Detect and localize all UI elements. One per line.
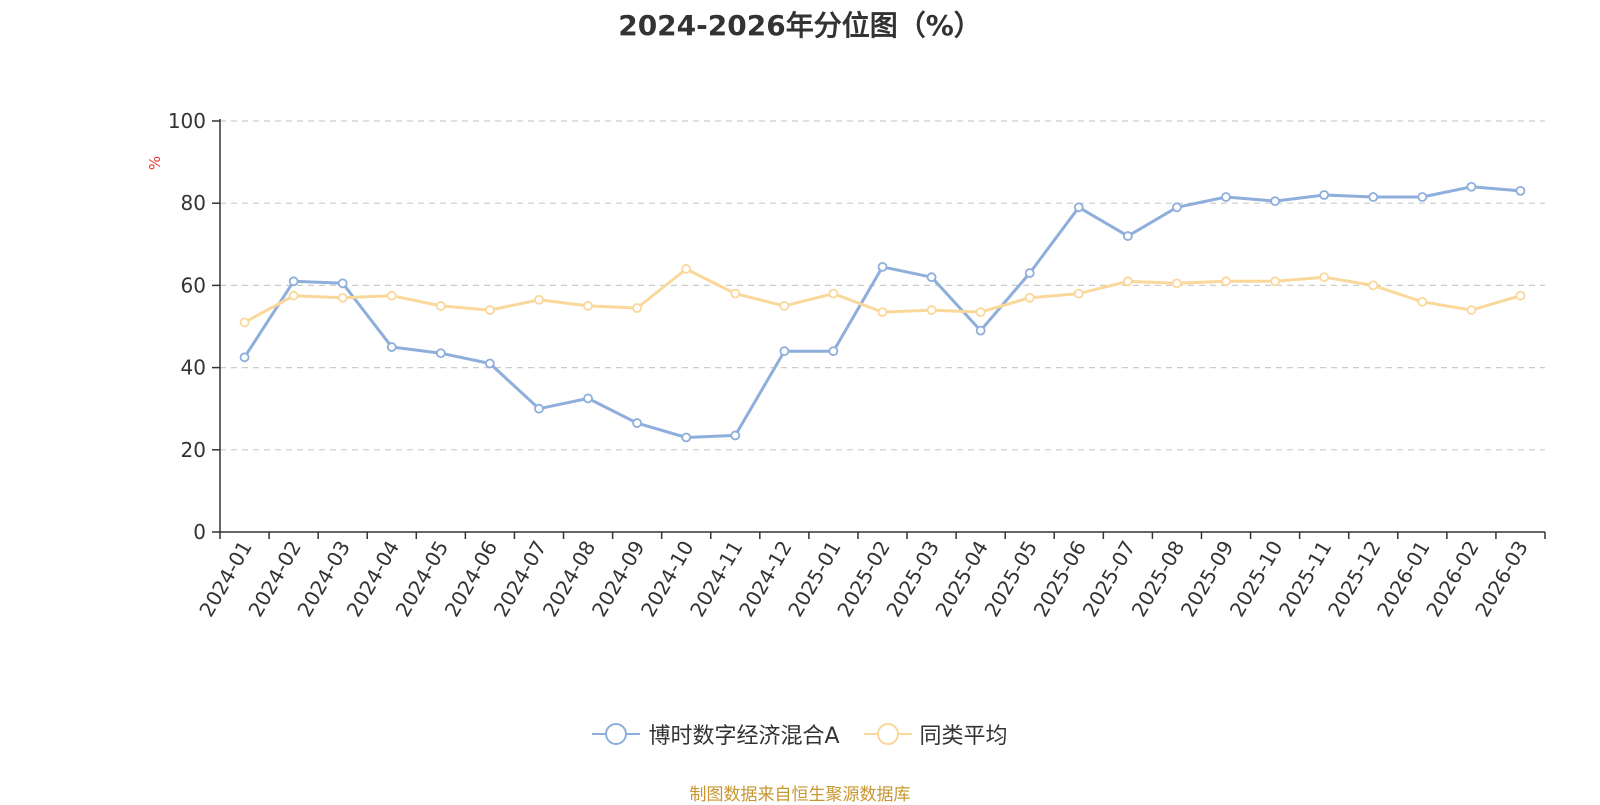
data-point-1 [681,264,692,274]
data-point-1 [975,307,986,318]
legend-item-fund[interactable]: 博时数字经济混合A [592,718,840,750]
x-tick-labels: 2024-012024-022024-032024-042024-052024-… [194,537,1532,621]
data-point-0 [534,403,544,414]
data-point-0 [435,348,446,359]
data-point-1 [288,290,299,301]
data-point-0 [485,358,495,369]
y-tick-label: 80 [181,191,206,215]
axes [212,119,1546,539]
data-point-0 [1270,196,1280,207]
y-tick-label: 100 [168,109,206,133]
legend-label-peer-average: 同类平均 [919,724,1008,749]
data-point-1 [1319,272,1330,283]
data-point-0 [583,393,593,404]
gridlines [220,120,1545,451]
data-point-1 [1122,276,1133,287]
legend-item-peer-average[interactable]: 同类平均 [863,718,1008,750]
data-point-1 [779,301,790,311]
data-point-1 [1466,305,1477,315]
data-point-0 [1172,202,1182,213]
y-tick-label: 20 [181,438,206,462]
data-point-0 [1122,231,1133,241]
source-note: 制图数据来自恒生聚源数据库 [689,785,911,805]
data-point-1 [337,292,348,303]
data-point-0 [386,342,397,352]
data-point-0 [239,352,250,363]
data-point-1 [583,301,593,311]
data-point-0 [1466,181,1477,192]
data-point-1 [1515,290,1526,301]
data-point-1 [828,288,839,299]
y-tick-label: 60 [181,273,206,297]
data-point-1 [1024,292,1035,303]
data-point-0 [1417,192,1428,202]
series-lines [239,181,1526,443]
data-point-0 [1515,185,1526,196]
line-chart: 0 20 40 60 80 100 2024-012024-022024-032024-0… [146,109,1546,621]
y-tick-label: 0 [193,520,206,544]
data-point-0 [779,346,790,357]
data-point-0 [926,272,937,283]
legend: 博时数字经济混合A 同类平均 [0,718,1600,750]
data-point-0 [1024,268,1035,278]
data-point-1 [534,294,544,305]
data-point-1 [1417,296,1428,307]
data-point-0 [877,262,888,272]
data-point-1 [1221,276,1231,287]
legend-swatch-fund [592,722,641,746]
data-point-1 [386,290,397,301]
data-point-1 [435,301,446,311]
data-point-1 [730,288,741,299]
data-point-0 [681,432,692,443]
data-point-0 [337,278,348,289]
y-axis-unit: % [146,156,164,170]
data-point-1 [1270,276,1280,287]
data-point-0 [1073,202,1084,213]
data-point-1 [926,305,937,315]
data-point-1 [485,305,495,315]
data-point-0 [632,418,643,428]
y-tick-labels: 0 20 40 60 80 100 [168,109,206,544]
data-point-1 [1073,288,1084,299]
data-point-1 [239,317,250,328]
y-tick-label: 40 [181,356,206,380]
data-point-1 [1368,280,1379,291]
legend-label-fund: 博时数字经济混合A [648,724,840,749]
data-point-0 [288,276,299,287]
legend-swatch-peer-average [863,722,912,746]
data-point-0 [828,346,839,357]
data-point-1 [1172,278,1182,289]
data-point-0 [1221,192,1231,202]
data-point-1 [877,307,888,318]
data-point-0 [975,325,986,336]
data-point-0 [730,430,741,441]
data-point-0 [1368,192,1379,202]
chart-title: 2024-2026年分位图（%） [618,9,982,42]
data-point-1 [632,303,643,313]
data-point-0 [1319,190,1330,200]
